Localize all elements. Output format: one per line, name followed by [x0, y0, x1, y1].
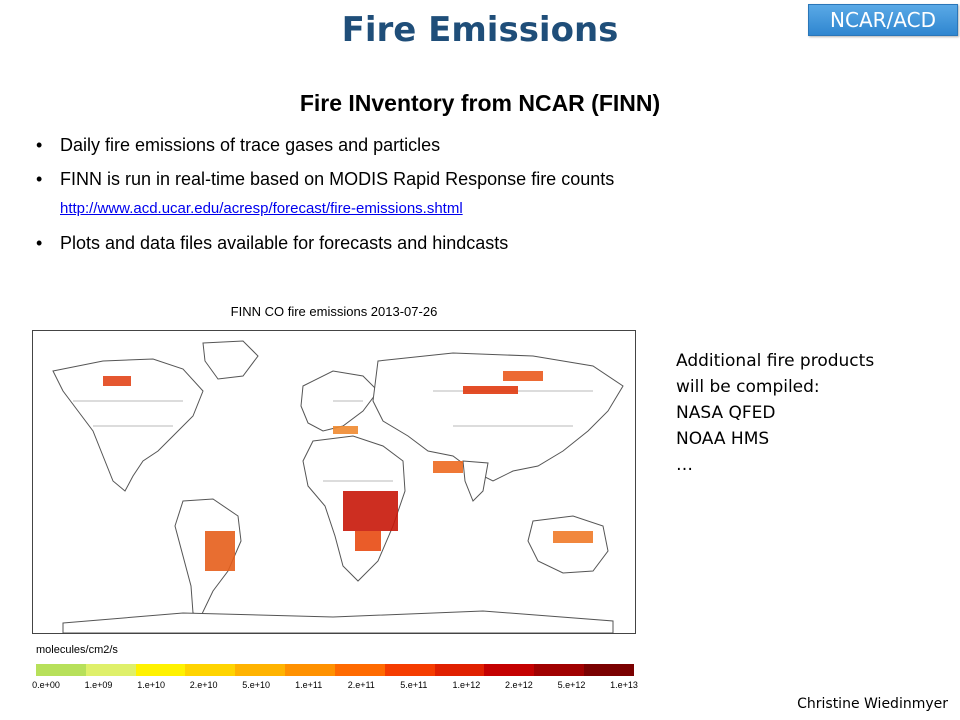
colorbar-cell	[334, 664, 385, 676]
colorbar-cell	[135, 664, 186, 676]
ncar-acd-badge: NCAR/ACD	[808, 4, 958, 36]
side-note: Additional fire products will be compile…	[676, 348, 874, 478]
world-map	[32, 330, 636, 634]
colorbar-units-label: molecules/cm2/s	[36, 644, 118, 656]
world-map-svg	[52, 340, 624, 633]
greenland-shape	[202, 340, 259, 380]
slide-title: Fire Emissions	[341, 10, 619, 50]
colorbar-tick-label: 1.e+12	[452, 680, 481, 690]
colorbar-cell	[285, 664, 335, 676]
side-note-line: NOAA HMS	[676, 429, 770, 449]
colorbar-tick-label: 2.e+12	[505, 680, 533, 690]
colorbar-tick-label: 5.e+10	[242, 680, 271, 690]
colorbar-cell	[235, 664, 286, 676]
north-asia-fire-band	[503, 371, 543, 381]
colorbar-cell	[584, 664, 634, 676]
colorbar	[36, 664, 634, 676]
colorbar-cell	[185, 664, 236, 676]
side-note-line: will be compiled:	[676, 377, 820, 397]
colorbar-cell	[36, 664, 86, 676]
side-note-line: Additional fire products	[676, 351, 875, 371]
colorbar-tick-label: 1.e+11	[295, 680, 323, 690]
colorbar-cell	[484, 664, 535, 676]
colorbar-tick-label: 5.e+11	[400, 680, 428, 690]
colorbar-tick-label: 1.e+10	[137, 680, 165, 690]
colorbar-ticks: 0.e+00 1.e+09 1.e+10 2.e+10 5.e+10 1.e+11 2.e+…	[28, 680, 640, 692]
siberia-fire-band	[463, 386, 518, 394]
colorbar-cell	[434, 664, 485, 676]
north-america-shape	[52, 358, 204, 492]
australia-shape	[527, 515, 609, 574]
colorbar-tick-label: 0.e+00	[32, 680, 60, 690]
fire-hotspots	[103, 371, 593, 571]
canada-fire-band	[103, 376, 131, 386]
fire-emissions-map-figure: FINN CO fire emissions 2013-07-26	[28, 298, 640, 690]
asia-shape	[372, 352, 624, 482]
colorbar-tick-label: 5.e+12	[557, 680, 586, 690]
bullet-item: Plots and data files available for forec…	[34, 232, 934, 254]
slide-subtitle: Fire INventory from NCAR (FINN)	[299, 90, 661, 116]
india-shape	[462, 460, 489, 502]
bullet-text: Daily fire emissions of trace gases and …	[60, 135, 441, 155]
australia-fire-band	[553, 531, 593, 543]
south-america-fire-cluster	[205, 531, 235, 571]
colorbar-cell	[384, 664, 435, 676]
map-title: FINN CO fire emissions 2013-07-26	[230, 304, 438, 319]
africa-fire-cluster-south	[355, 531, 381, 551]
bullet-text: FINN is run in real-time based on MODIS …	[60, 169, 615, 189]
side-note-line: NASA QFED	[676, 403, 776, 423]
antarctica-shape	[62, 610, 614, 633]
africa-fire-cluster	[343, 491, 398, 531]
south-asia-fire-band	[433, 461, 463, 473]
bullet-text: Plots and data files available for forec…	[60, 233, 509, 253]
colorbar-tick-label: 1.e+13	[610, 680, 638, 690]
author-credit: Christine Wiedinmyer	[797, 696, 948, 712]
bullet-item: Daily fire emissions of trace gases and …	[34, 134, 934, 156]
bullet-item: FINN is run in real-time based on MODIS …	[34, 168, 934, 220]
fire-emissions-link[interactable]: http://www.acd.ucar.edu/acresp/forecast/…	[60, 200, 463, 217]
bullet-list: Daily fire emissions of trace gases and …	[34, 134, 934, 266]
colorbar-tick-label: 2.e+11	[347, 680, 375, 690]
side-note-line: …	[676, 455, 693, 475]
colorbar-cell	[85, 664, 136, 676]
colorbar-cell	[534, 664, 585, 676]
colorbar-tick-label: 1.e+09	[84, 680, 113, 690]
europe-fire-band	[333, 426, 358, 434]
colorbar-tick-label: 2.e+10	[189, 680, 218, 690]
